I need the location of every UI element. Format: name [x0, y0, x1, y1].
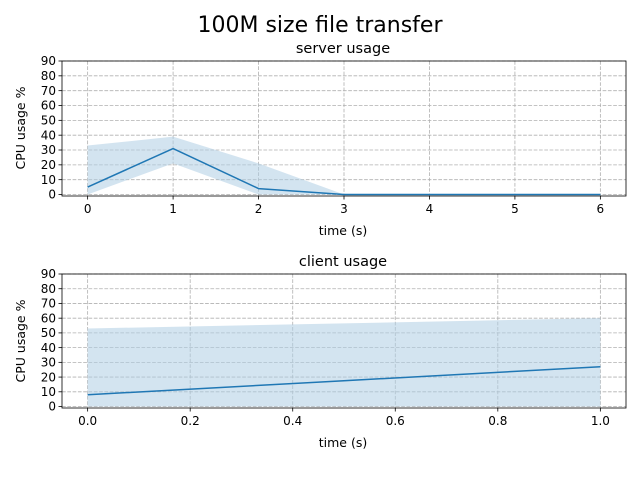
y-tick-label: 90	[41, 54, 56, 68]
y-tick-label: 10	[41, 385, 56, 399]
confidence-band	[87, 136, 601, 195]
x-tick-label: 1	[169, 202, 177, 216]
y-tick-label: 80	[41, 69, 56, 83]
client-usage-panel: client usage time (s) CPU usage % 0.0 0.2…	[13, 254, 627, 450]
figure-title: 100M size file transfer	[198, 13, 444, 38]
x-axis-label: time (s)	[319, 223, 367, 238]
x-tick-label: 2	[255, 202, 263, 216]
y-tick-label: 20	[41, 158, 56, 172]
x-tick-label: 1.0	[591, 414, 610, 428]
x-tick-label: 3	[340, 202, 348, 216]
y-tick-label: 80	[41, 282, 56, 296]
server-usage-panel: server usage time (s) CPU usage % 0 1 2 3 4 5…	[13, 41, 627, 238]
y-tick-label: 30	[41, 356, 56, 370]
y-axis-label: CPU usage %	[13, 299, 28, 382]
confidence-band	[87, 318, 601, 407]
panel-title: client usage	[299, 254, 387, 270]
grid	[62, 60, 626, 196]
y-tick-label: 40	[41, 128, 56, 142]
x-tick-label: 0	[84, 202, 92, 216]
x-tick-label: 6	[597, 202, 605, 216]
y-axis-label: CPU usage %	[13, 86, 28, 169]
plot-frame	[61, 273, 627, 409]
x-tick-label: 0.2	[181, 414, 200, 428]
x-tick-label: 0.0	[78, 414, 97, 428]
y-tick-label: 50	[41, 326, 56, 340]
y-tick-label: 10	[41, 173, 56, 187]
y-tick-label: 60	[41, 99, 56, 113]
panel-title: server usage	[296, 41, 390, 57]
x-tick-label: 5	[511, 202, 519, 216]
y-tick-label: 60	[41, 311, 56, 325]
series-line	[87, 147, 601, 196]
x-tick-label: 0.8	[488, 414, 507, 428]
y-tick-label: 70	[41, 84, 56, 98]
y-tick-label: 70	[41, 297, 56, 311]
x-tick-label: 4	[426, 202, 434, 216]
y-tick-label: 50	[41, 114, 56, 128]
y-tick-label: 0	[48, 188, 56, 202]
x-tick-label: 0.4	[283, 414, 302, 428]
y-tick-label: 20	[41, 370, 56, 384]
series-line	[87, 366, 601, 396]
x-tick-label: 0.6	[386, 414, 405, 428]
y-tick-label: 90	[41, 267, 56, 281]
y-tick-label: 40	[41, 341, 56, 355]
y-tick-label: 0	[48, 400, 56, 414]
x-axis-label: time (s)	[319, 435, 367, 450]
y-tick-label: 30	[41, 143, 56, 157]
